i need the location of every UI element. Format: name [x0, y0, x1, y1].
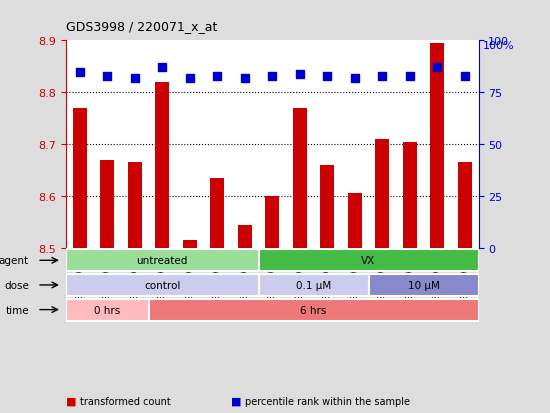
Bar — [375, 140, 389, 248]
Bar — [403, 142, 417, 248]
Bar — [458, 163, 472, 248]
Text: ■: ■ — [66, 396, 76, 406]
Point — [185, 75, 194, 82]
Text: 6 hrs: 6 hrs — [300, 305, 327, 315]
Bar — [66, 249, 258, 272]
Bar — [238, 225, 252, 248]
Bar — [368, 274, 478, 296]
Bar — [430, 44, 444, 248]
Point — [213, 73, 222, 80]
Bar — [258, 249, 478, 272]
Text: 100%: 100% — [483, 41, 514, 51]
Point — [405, 73, 414, 80]
Text: GDS3998 / 220071_x_at: GDS3998 / 220071_x_at — [66, 20, 217, 33]
Point — [240, 75, 249, 82]
Point — [378, 73, 387, 80]
Point — [323, 73, 332, 80]
Text: 10 μM: 10 μM — [408, 280, 439, 290]
Bar — [265, 197, 279, 248]
Point — [103, 73, 112, 80]
Text: 0 hrs: 0 hrs — [94, 305, 120, 315]
Bar — [320, 166, 334, 248]
Point — [295, 71, 304, 78]
Bar — [348, 194, 362, 248]
Text: ■: ■ — [231, 396, 241, 406]
Text: VX: VX — [361, 256, 376, 266]
Text: percentile rank within the sample: percentile rank within the sample — [245, 396, 410, 406]
Text: time: time — [6, 305, 29, 315]
Text: 0.1 μM: 0.1 μM — [296, 280, 331, 290]
Bar — [155, 83, 169, 248]
Point — [130, 75, 139, 82]
Text: dose: dose — [4, 280, 29, 290]
Bar — [183, 241, 197, 248]
Bar — [100, 160, 114, 248]
Point — [460, 73, 469, 80]
Point — [75, 69, 84, 76]
Bar — [66, 274, 258, 296]
Point — [158, 65, 167, 71]
Text: untreated: untreated — [136, 256, 188, 266]
Point — [350, 75, 359, 82]
Bar — [148, 299, 478, 321]
Bar — [128, 163, 142, 248]
Point — [268, 73, 277, 80]
Bar — [73, 109, 87, 248]
Text: agent: agent — [0, 256, 29, 266]
Text: control: control — [144, 280, 180, 290]
Bar — [293, 109, 307, 248]
Bar — [66, 299, 148, 321]
Bar — [210, 178, 224, 248]
Text: transformed count: transformed count — [80, 396, 170, 406]
Bar — [258, 274, 369, 296]
Point — [433, 65, 442, 71]
